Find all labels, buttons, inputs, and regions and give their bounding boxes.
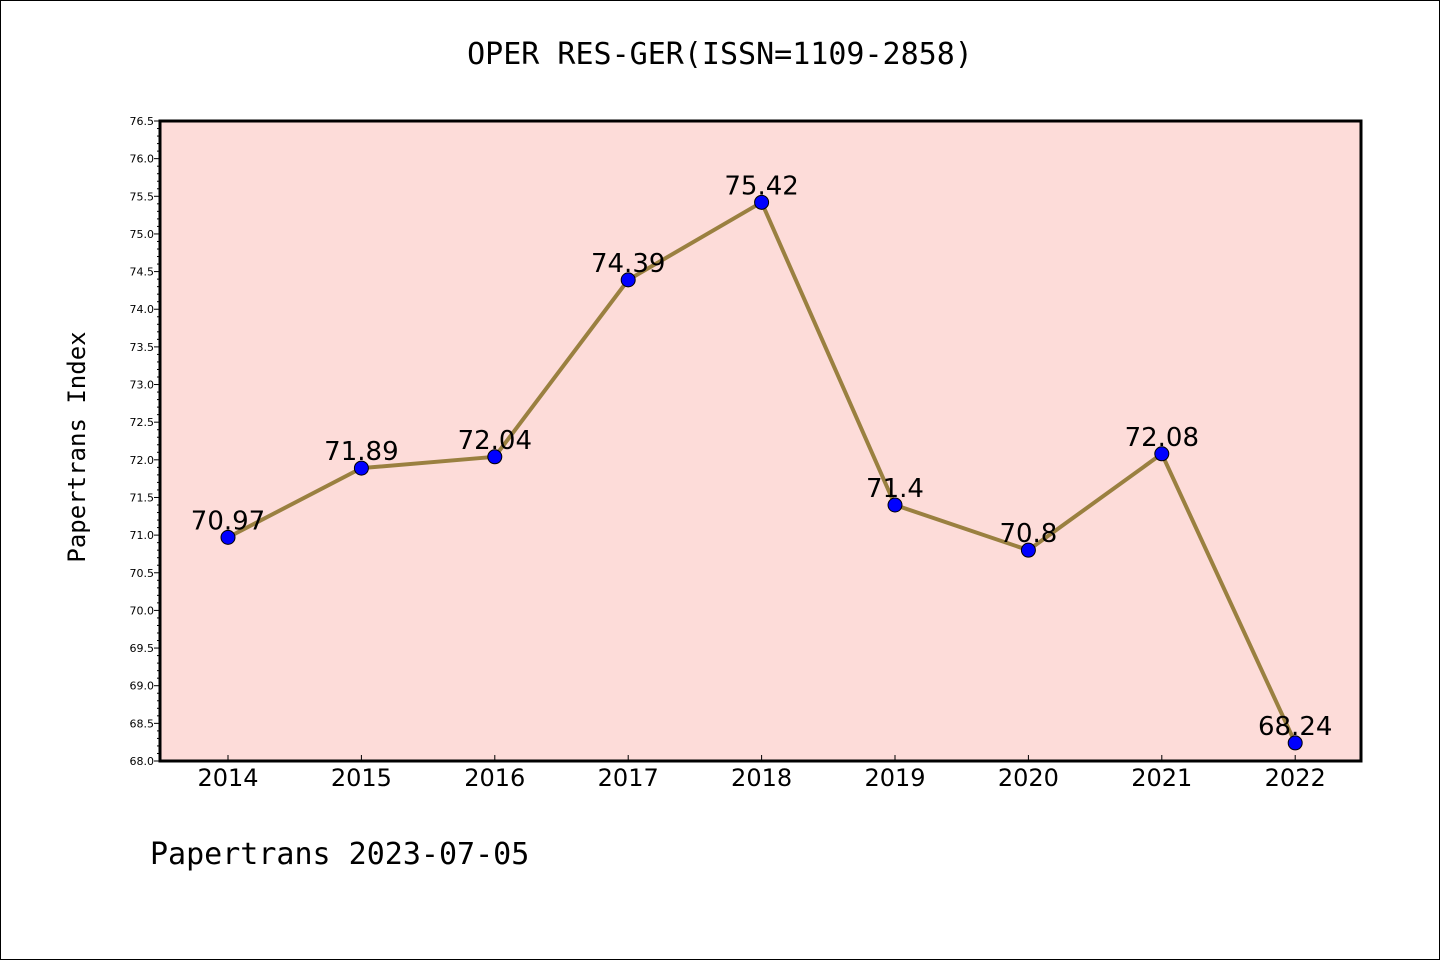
- y-tick-label: 73.0: [130, 379, 155, 392]
- y-tick-label: 69.0: [130, 680, 155, 693]
- data-point: [1287, 735, 1303, 751]
- y-tick-label: 74.0: [130, 303, 155, 316]
- data-label: 68.24: [1258, 712, 1332, 742]
- x-tick-label: 2014: [197, 764, 258, 792]
- data-label: 70.8: [999, 519, 1057, 549]
- y-tick-label: 76.0: [130, 153, 155, 166]
- y-axis-ticks: 68.0 68.5 69.0 69.5 70.0 70.5 71.0 71.5 72.0 72.5…: [130, 115, 160, 768]
- y-tick-label: 70.0: [130, 604, 155, 617]
- data-labels: 70.97 71.89 72.04 74.39 75.42 71.4 70.8 72.08 68…: [191, 171, 1333, 742]
- x-tick-label: 2021: [1131, 764, 1192, 792]
- y-tick-label: 68.5: [130, 717, 155, 730]
- data-point: [620, 272, 636, 288]
- data-point: [1020, 542, 1036, 558]
- y-tick-label: 70.5: [130, 567, 155, 580]
- y-tick-label: 75.5: [130, 190, 155, 203]
- y-tick-label: 72.0: [130, 454, 155, 467]
- y-tick-label: 76.5: [130, 115, 155, 128]
- data-label: 70.97: [191, 506, 265, 536]
- data-label: 72.08: [1125, 423, 1199, 453]
- y-tick-label: 68.0: [130, 755, 155, 768]
- y-tick-label: 73.5: [130, 341, 155, 354]
- y-tick-label: 69.5: [130, 642, 155, 655]
- data-point: [487, 449, 503, 465]
- x-tick-label: 2020: [998, 764, 1059, 792]
- data-point: [1154, 446, 1170, 462]
- data-label: 71.89: [324, 437, 398, 467]
- x-axis-ticks: 2014 2015 2016 2017 2018 2019 2020 2021 2022: [197, 755, 1326, 792]
- data-label: 74.39: [591, 249, 665, 279]
- data-label: 72.04: [458, 426, 532, 456]
- data-point: [887, 497, 903, 513]
- x-tick-label: 2022: [1265, 764, 1326, 792]
- data-point: [754, 194, 770, 210]
- x-tick-label: 2019: [864, 764, 925, 792]
- y-tick-label: 71.5: [130, 491, 155, 504]
- plot-area: [158, 119, 1363, 763]
- data-point: [220, 529, 236, 545]
- x-tick-label: 2017: [598, 764, 659, 792]
- data-label: 75.42: [724, 171, 798, 201]
- chart-title: OPER RES-GER(ISSN=1109-2858): [467, 37, 973, 72]
- footer-credit: Papertrans 2023-07-05: [150, 837, 530, 872]
- data-point: [353, 460, 369, 476]
- y-tick-label: 72.5: [130, 416, 155, 429]
- y-tick-label: 74.5: [130, 266, 155, 279]
- y-tick-label: 71.0: [130, 529, 155, 542]
- x-tick-label: 2015: [331, 764, 392, 792]
- x-tick-label: 2018: [731, 764, 792, 792]
- data-label: 71.4: [866, 474, 924, 504]
- y-tick-label: 75.0: [130, 228, 155, 241]
- data-points: [220, 194, 1303, 751]
- x-tick-label: 2016: [464, 764, 525, 792]
